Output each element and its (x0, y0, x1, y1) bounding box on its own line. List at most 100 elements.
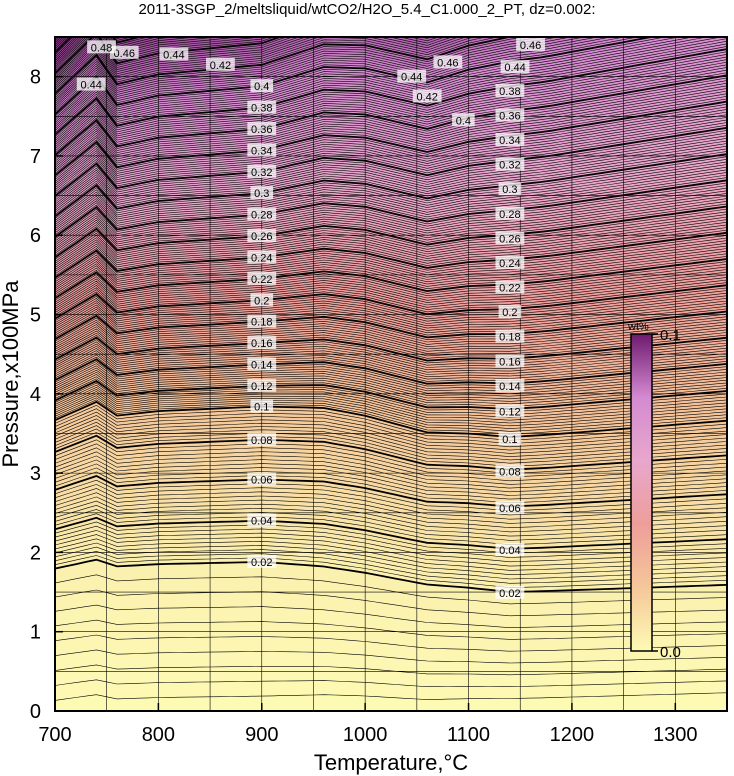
minor-contour-line (55, 550, 727, 584)
shading-band (55, 290, 727, 325)
minor-contour-line (55, 166, 727, 227)
minor-contour-line (55, 393, 727, 427)
contour-label-bg (495, 354, 525, 368)
shading-band (55, 387, 727, 421)
contour-label-text: 0.18 (499, 332, 520, 344)
shading-band (55, 0, 727, 35)
minor-contour-line (55, 156, 727, 219)
shading-band (55, 319, 727, 348)
contour-label: 0.46 (109, 45, 139, 60)
minor-contour-line (55, 332, 727, 357)
major-contour-line (55, 258, 727, 300)
contour-label-bg (109, 45, 139, 59)
shading-band (55, 635, 727, 663)
contour-label-text: 0.4 (254, 81, 269, 93)
minor-contour-line (55, 37, 499, 93)
minor-contour-line (55, 237, 727, 283)
shading-band (55, 308, 727, 340)
shading-band (55, 287, 727, 323)
contour-label-bg (495, 255, 525, 269)
minor-contour-line (55, 692, 727, 701)
minor-contour-line (55, 538, 727, 571)
x-tick-label: 1200 (550, 724, 595, 746)
contour-label: 0.26 (247, 229, 277, 243)
shading-band (55, 350, 727, 377)
minor-contour-line (55, 679, 727, 688)
minor-contour-line (55, 111, 727, 185)
minor-contour-line (55, 38, 727, 127)
major-contour-line (55, 358, 727, 385)
minor-contour-line (55, 37, 60, 41)
contour-label-bg (247, 207, 277, 221)
contour-label: 0.42 (412, 89, 442, 103)
contour-label-bg (247, 100, 277, 114)
minor-contour-line (55, 574, 727, 605)
minor-contour-line (55, 484, 727, 516)
minor-contour-line (55, 169, 727, 230)
minor-contour-line (55, 356, 727, 382)
shading-band (55, 376, 727, 407)
shading-band (55, 37, 157, 57)
contour-label-text: 0.14 (499, 381, 520, 393)
contour-label: 0.36 (495, 108, 525, 123)
contour-label-bg (495, 108, 525, 122)
shading-band (55, 0, 727, 16)
x-axis-label: Temperature,°C (314, 750, 468, 775)
major-contour-line (55, 205, 727, 259)
contour-label-bg (247, 121, 277, 135)
minor-contour-line (55, 37, 199, 62)
contour-label: 0.02 (247, 554, 277, 569)
minor-contour-line (55, 415, 727, 451)
minor-contour-line (55, 348, 727, 373)
minor-contour-line (55, 37, 613, 109)
contour-label-bg (250, 293, 274, 307)
shading-band (55, 339, 727, 366)
contour-label: 0.3 (250, 186, 274, 200)
contour-label-bg (76, 77, 106, 91)
minor-contour-line (55, 443, 727, 478)
contour-label-text: 0.36 (251, 124, 272, 136)
minor-contour-line (55, 0, 727, 35)
minor-contour-line (55, 319, 727, 346)
minor-contour-line (55, 40, 727, 129)
y-tick-label: 1 (30, 622, 41, 644)
contour-label: 0.2 (250, 293, 274, 307)
minor-contour-line (55, 261, 727, 301)
shading-band (55, 372, 727, 402)
minor-contour-line (55, 248, 727, 291)
minor-contour-line (55, 321, 727, 348)
minor-contour-line (55, 37, 460, 84)
contour-label: 0.08 (247, 432, 277, 447)
shading-band (55, 295, 727, 329)
colorbar-min-label: 0.0 (660, 644, 681, 661)
contour-label-bg (495, 464, 525, 478)
minor-contour-line (55, 305, 727, 336)
minor-contour-line (55, 43, 727, 131)
major-contour-line (55, 379, 727, 410)
contour-label-bg (452, 113, 475, 127)
minor-contour-line (55, 37, 573, 103)
minor-contour-line (55, 509, 727, 541)
minor-contour-line (55, 72, 727, 154)
shading-band (55, 322, 727, 350)
minor-contour-line (55, 389, 727, 421)
minor-contour-line (55, 324, 727, 350)
minor-contour-line (55, 467, 727, 500)
major-contour-line (55, 558, 727, 593)
minor-contour-line (55, 37, 263, 68)
minor-contour-line (55, 59, 727, 144)
contour-label-bg (206, 57, 235, 71)
y-tick-label: 8 (30, 67, 41, 89)
shading-band (55, 348, 727, 375)
minor-contour-line (55, 404, 727, 441)
minor-contour-line (55, 37, 681, 119)
contour-label-text: 0.22 (251, 274, 272, 286)
minor-contour-line (55, 369, 727, 397)
major-contour-line (55, 74, 727, 156)
contour-label: 0.44 (397, 69, 427, 84)
contour-label-bg (247, 472, 277, 486)
minor-contour-line (55, 37, 546, 99)
shading-band (55, 316, 727, 346)
minor-contour-line (55, 326, 727, 352)
